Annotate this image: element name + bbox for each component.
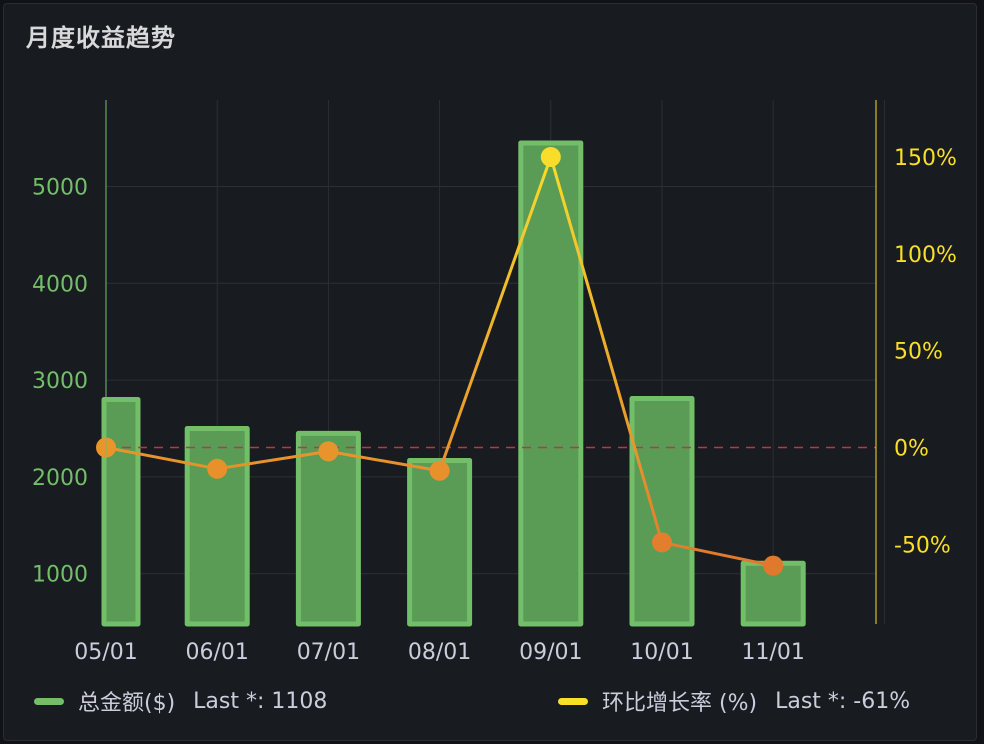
bar-series bbox=[101, 140, 806, 627]
legend-swatch-yellow bbox=[558, 697, 588, 705]
y-right-tick-label: 0% bbox=[894, 437, 929, 462]
y-left-tick-label: 3000 bbox=[32, 369, 88, 394]
y-right-tick-label: 50% bbox=[894, 340, 943, 365]
data-point bbox=[429, 460, 450, 481]
data-point bbox=[207, 458, 228, 479]
chart-panel bbox=[3, 3, 977, 741]
bar bbox=[518, 140, 584, 627]
axes: 1000 2000 3000 4000 5000 150% 100% 50% 0% -50% 05/… bbox=[32, 100, 957, 665]
bar bbox=[407, 457, 473, 627]
bar bbox=[740, 560, 806, 627]
x-tick-label: 09/01 bbox=[519, 640, 582, 665]
legend-stat: Last *: -61% bbox=[775, 688, 911, 714]
data-point bbox=[652, 532, 672, 553]
x-tick-label: 08/01 bbox=[408, 640, 471, 665]
line-series bbox=[96, 146, 784, 576]
y-right-tick-label: -50% bbox=[894, 533, 951, 558]
bar bbox=[184, 426, 250, 627]
bar bbox=[629, 395, 695, 627]
legend-label: 环比增长率 (%) bbox=[602, 691, 758, 716]
y-right-tick-label: 100% bbox=[894, 243, 957, 268]
legend-item-total[interactable]: 总金额($) Last *: 1108 bbox=[34, 686, 327, 716]
x-tick-label: 06/01 bbox=[185, 640, 248, 665]
legend-label: 总金额($) bbox=[78, 691, 176, 716]
y-left-tick-label: 1000 bbox=[32, 563, 88, 588]
y-right-tick-label: 150% bbox=[894, 146, 957, 171]
y-left-tick-label: 2000 bbox=[32, 466, 88, 491]
legend-stat: Last *: 1108 bbox=[193, 688, 328, 714]
data-point bbox=[540, 146, 561, 167]
panel-title: 月度收益趋势 bbox=[26, 24, 176, 52]
x-tick-label: 05/01 bbox=[74, 640, 137, 665]
y-left-tick-label: 4000 bbox=[32, 272, 88, 297]
x-tick-label: 11/01 bbox=[741, 640, 804, 665]
legend-item-growth[interactable]: 环比增长率 (%) Last *: -61% bbox=[558, 686, 910, 716]
x-tick-label: 07/01 bbox=[297, 640, 360, 665]
legend-swatch-green bbox=[34, 697, 64, 705]
bar bbox=[295, 430, 361, 627]
data-point bbox=[318, 441, 339, 462]
x-tick-label: 10/01 bbox=[630, 640, 693, 665]
bar bbox=[101, 396, 141, 627]
y-left-tick-label: 5000 bbox=[32, 176, 88, 201]
data-point bbox=[763, 555, 784, 576]
